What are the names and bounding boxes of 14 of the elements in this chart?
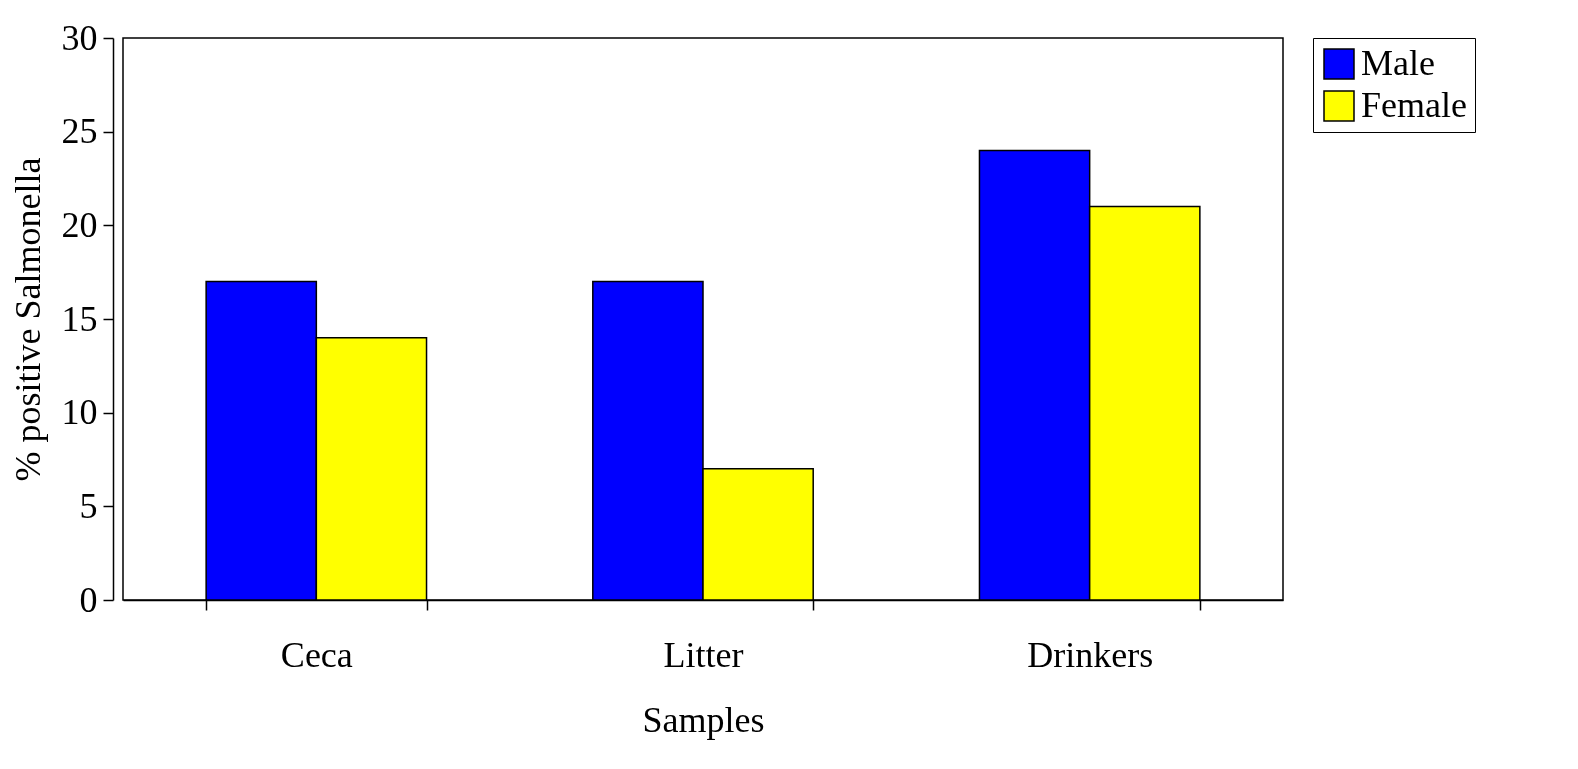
y-tick-label: 25: [61, 111, 98, 152]
x-tick-label: Litter: [663, 634, 744, 675]
y-tick-label: 20: [61, 204, 98, 245]
x-tick-label: Ceca: [280, 634, 353, 675]
legend-label: Female: [1361, 85, 1467, 125]
legend-label: Male: [1361, 43, 1435, 83]
y-tick-label: 30: [61, 17, 98, 58]
y-tick-label: 5: [79, 485, 98, 526]
y-tick-label: 15: [61, 298, 98, 339]
y-axis-title: % positive Salmonella: [7, 157, 48, 482]
y-tick-label: 10: [61, 392, 98, 433]
x-tick-label: Drinkers: [1027, 634, 1154, 675]
x-axis-title: Samples: [642, 699, 765, 740]
y-tick-label: 0: [79, 579, 98, 620]
